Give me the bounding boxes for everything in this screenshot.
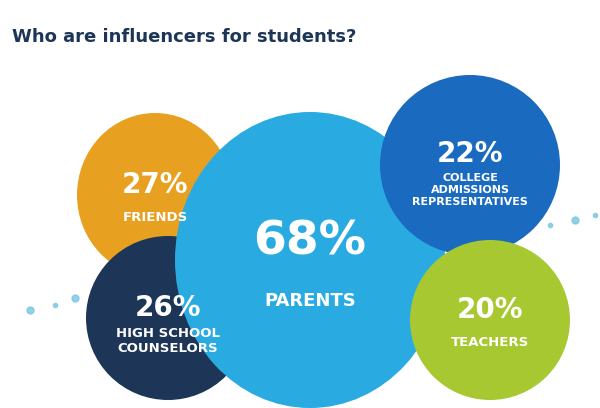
Ellipse shape — [86, 236, 250, 400]
Text: 27%: 27% — [122, 171, 188, 199]
Text: COLLEGE
ADMISSIONS
REPRESENTATIVES: COLLEGE ADMISSIONS REPRESENTATIVES — [412, 173, 528, 207]
Text: 20%: 20% — [457, 296, 523, 324]
Text: TEACHERS: TEACHERS — [451, 336, 529, 349]
Text: FRIENDS: FRIENDS — [122, 211, 188, 224]
Text: HIGH SCHOOL
COUNSELORS: HIGH SCHOOL COUNSELORS — [116, 327, 220, 355]
Ellipse shape — [77, 113, 233, 277]
Text: 68%: 68% — [254, 220, 367, 265]
Text: 26%: 26% — [135, 294, 201, 322]
Text: PARENTS: PARENTS — [264, 293, 356, 310]
Ellipse shape — [410, 240, 570, 400]
Text: Who are influencers for students?: Who are influencers for students? — [12, 28, 356, 46]
Ellipse shape — [175, 112, 445, 408]
Ellipse shape — [380, 75, 560, 255]
Text: 22%: 22% — [437, 140, 503, 168]
